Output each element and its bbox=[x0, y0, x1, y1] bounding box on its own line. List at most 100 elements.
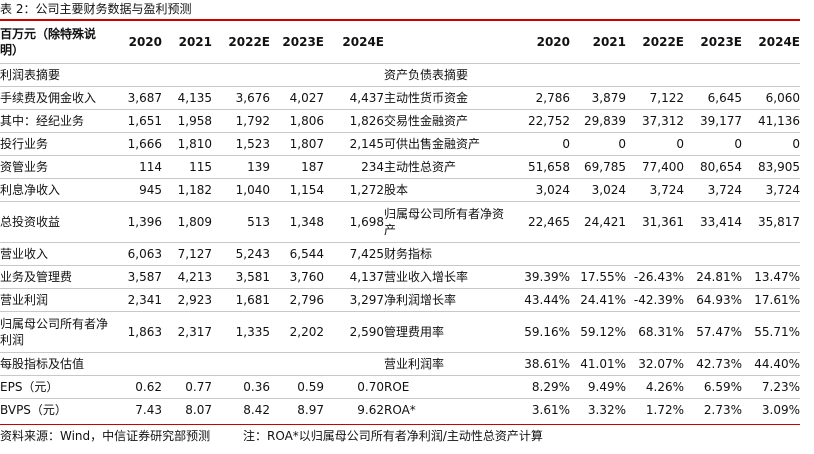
value-cell: 1,958 bbox=[162, 109, 212, 133]
value-cell: 0.59 bbox=[270, 375, 324, 399]
value-cell: 0.77 bbox=[162, 375, 212, 399]
value-cell: 33,414 bbox=[684, 201, 742, 243]
row-label: EPS（元） bbox=[0, 375, 112, 399]
row-label: 业务及管理费 bbox=[0, 265, 112, 289]
value-cell: 17.55% bbox=[570, 265, 626, 289]
value-cell: 3,024 bbox=[504, 178, 570, 202]
table-row: 利润表摘要 资产负债表摘要 bbox=[0, 63, 800, 87]
value-cell: 55.71% bbox=[742, 311, 800, 353]
value-cell: 2,590 bbox=[324, 311, 384, 353]
table-row: 总投资收益 1,396 1,809 513 1,348 1,698 归属母公司所有者净资产 2… bbox=[0, 201, 800, 243]
value-cell bbox=[684, 242, 742, 266]
value-cell: 1,154 bbox=[270, 178, 324, 202]
value-cell: 2.73% bbox=[684, 398, 742, 421]
header-year: 2021 bbox=[178, 35, 212, 49]
value-cell: 77,400 bbox=[626, 155, 684, 179]
table-row: 投行业务 1,666 1,810 1,523 1,807 2,145 可供出售金融资产 0 0 0… bbox=[0, 132, 800, 156]
value-cell: 8.97 bbox=[270, 398, 324, 421]
value-cell: 17.61% bbox=[742, 288, 800, 312]
row-label: 归属母公司所有者净资产 bbox=[384, 201, 504, 243]
value-cell: 42.73% bbox=[684, 352, 742, 376]
value-cell: 3,687 bbox=[112, 86, 162, 110]
value-cell: 3,581 bbox=[212, 265, 270, 289]
value-cell: 22,465 bbox=[504, 201, 570, 243]
value-cell: 7,425 bbox=[324, 242, 384, 266]
value-cell bbox=[570, 242, 626, 266]
value-cell: 3.61% bbox=[504, 398, 570, 421]
value-cell bbox=[112, 63, 162, 87]
table-row: 其中：经纪业务 1,651 1,958 1,792 1,806 1,826 交易性金融资产 2… bbox=[0, 109, 800, 133]
value-cell: 1,792 bbox=[212, 109, 270, 133]
value-cell: 80,654 bbox=[684, 155, 742, 179]
row-label: 利润表摘要 bbox=[0, 63, 112, 87]
row-label: 资产负债表摘要 bbox=[384, 63, 504, 87]
value-cell: 2,145 bbox=[324, 132, 384, 156]
table-caption: 表 2：公司主要财务数据与盈利预测 bbox=[0, 2, 192, 16]
value-cell: 2,317 bbox=[162, 311, 212, 353]
row-label: BVPS（元） bbox=[0, 398, 112, 421]
value-cell: 64.93% bbox=[684, 288, 742, 312]
value-cell: 41.01% bbox=[570, 352, 626, 376]
value-cell: 4.26% bbox=[626, 375, 684, 399]
value-cell: 0 bbox=[742, 132, 800, 156]
financial-table: 百万元（除特殊说明） 2020 2021 2022E 2023E 2024E 2… bbox=[0, 21, 800, 421]
value-cell: 9.62 bbox=[324, 398, 384, 421]
value-cell: 29,839 bbox=[570, 109, 626, 133]
value-cell: 1,681 bbox=[212, 288, 270, 312]
value-cell: 57.47% bbox=[684, 311, 742, 353]
value-cell: 13.47% bbox=[742, 265, 800, 289]
value-cell: 3,879 bbox=[570, 86, 626, 110]
value-cell: 2,796 bbox=[270, 288, 324, 312]
value-cell: 1,807 bbox=[270, 132, 324, 156]
value-cell: 0 bbox=[684, 132, 742, 156]
value-cell: 51,658 bbox=[504, 155, 570, 179]
value-cell: 24.41% bbox=[570, 288, 626, 312]
table-row: 营业收入 6,063 7,127 5,243 6,544 7,425 财务指标 bbox=[0, 242, 800, 266]
row-label: ROA* bbox=[384, 398, 504, 421]
value-cell: 24.81% bbox=[684, 265, 742, 289]
value-cell: 4,027 bbox=[270, 86, 324, 110]
value-cell: 3,724 bbox=[742, 178, 800, 202]
value-cell bbox=[212, 352, 270, 376]
value-cell: 8.29% bbox=[504, 375, 570, 399]
value-cell: 1,182 bbox=[162, 178, 212, 202]
value-cell: 3,024 bbox=[570, 178, 626, 202]
value-cell: 1,666 bbox=[112, 132, 162, 156]
row-label: ROE bbox=[384, 375, 504, 399]
value-cell: 3.32% bbox=[570, 398, 626, 421]
value-cell bbox=[324, 63, 384, 87]
value-cell: 3.09% bbox=[742, 398, 800, 421]
value-cell bbox=[742, 63, 800, 87]
table-row: 资管业务 114 115 139 187 234 主动性总资产 51,658 69,785 77,… bbox=[0, 155, 800, 179]
value-cell: 7,122 bbox=[626, 86, 684, 110]
value-cell: 7,127 bbox=[162, 242, 212, 266]
row-label: 营业利润 bbox=[0, 288, 112, 312]
value-cell: 59.12% bbox=[570, 311, 626, 353]
row-label: 净利润增长率 bbox=[384, 288, 504, 312]
table-row: 归属母公司所有者净利润 1,863 2,317 1,335 2,202 2,590 管理费用… bbox=[0, 311, 800, 353]
value-cell bbox=[742, 242, 800, 266]
top-rule bbox=[0, 19, 800, 21]
value-cell: 59.16% bbox=[504, 311, 570, 353]
row-label: 投行业务 bbox=[0, 132, 112, 156]
value-cell: 41,136 bbox=[742, 109, 800, 133]
value-cell: 0 bbox=[504, 132, 570, 156]
value-cell: 1,523 bbox=[212, 132, 270, 156]
roa-note: 注：ROA*以归属母公司所有者净利润/主动性总资产计算 bbox=[243, 429, 543, 443]
value-cell: 1,335 bbox=[212, 311, 270, 353]
value-cell: 0.62 bbox=[112, 375, 162, 399]
value-cell: 945 bbox=[112, 178, 162, 202]
table-row: BVPS（元） 7.43 8.07 8.42 8.97 9.62 ROA* 3.61% 3.32… bbox=[0, 398, 800, 421]
header-year: 2020 bbox=[536, 35, 570, 49]
header-year: 2024E bbox=[342, 35, 384, 49]
header-blank bbox=[384, 21, 504, 64]
value-cell: 44.40% bbox=[742, 352, 800, 376]
value-cell: 2,341 bbox=[112, 288, 162, 312]
row-label: 手续费及佣金收入 bbox=[0, 86, 112, 110]
value-cell: 31,361 bbox=[626, 201, 684, 243]
value-cell: 0.70 bbox=[324, 375, 384, 399]
row-label: 主动性货币资金 bbox=[384, 86, 504, 110]
value-cell: 3,724 bbox=[626, 178, 684, 202]
value-cell bbox=[270, 352, 324, 376]
row-label: 每股指标及估值 bbox=[0, 352, 112, 376]
